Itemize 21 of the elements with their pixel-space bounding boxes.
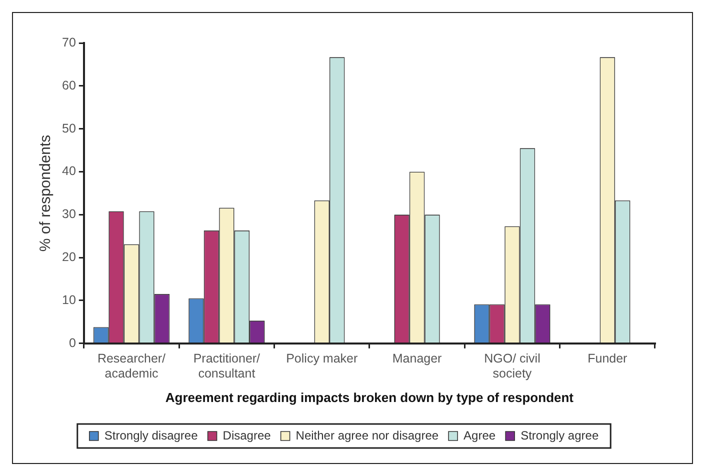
x-tick-label: Practitioner/ consultant [193,351,261,380]
y-tick-label: 40 [62,164,76,178]
x-tick-label: Funder [588,351,628,366]
x-tick-label: Researcher/ academic [97,351,166,380]
y-tick-label: 10 [62,292,76,307]
x-tick-label: Manager [392,351,442,366]
y-tick-label: 70 [62,35,76,50]
y-tick-label: 20 [62,250,76,264]
y-tick-label: 50 [62,121,76,136]
x-axis-title: Agreement regarding impacts broken down by type of respondent [165,390,574,405]
legend-label: Neither agree nor disagree [296,428,439,442]
y-tick-label: 30 [62,207,76,222]
legend-label: Agree [464,428,496,442]
legend-label: Strongly agree [520,428,599,442]
y-tick-label: 60 [62,78,76,92]
y-tick-label: 0 [68,336,76,350]
legend-label: Disagree [222,428,272,442]
legend-label: Strongly disagree [104,428,198,442]
x-tick-label: Policy maker [286,351,358,366]
x-tick-label: NGO/ civil society [484,351,540,380]
y-axis-title: % of respondents [37,134,54,252]
